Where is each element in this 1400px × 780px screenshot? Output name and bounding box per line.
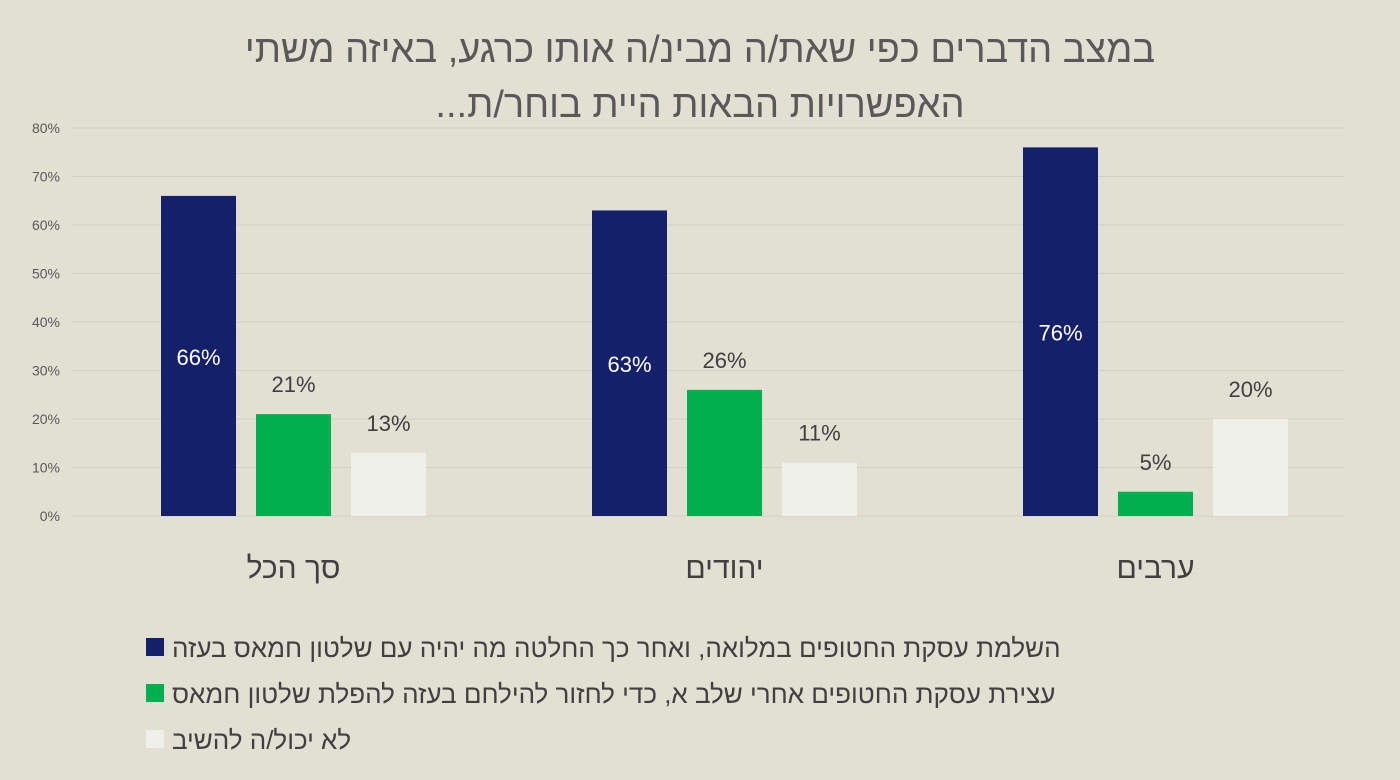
data-label: 5% [1140, 450, 1172, 475]
bar [782, 462, 857, 516]
data-label: 76% [1038, 321, 1082, 346]
bar [256, 414, 331, 516]
chart-title-line-2: האפשרויות הבאות היית בוחר/ת... [435, 84, 964, 126]
y-tick-label: 30% [32, 363, 60, 379]
chart-title-line-1: במצב הדברים כפי שאת/ה מבינ/ה אותו כרגע, … [245, 29, 1155, 71]
bar [1023, 147, 1098, 516]
bar [687, 389, 762, 516]
y-tick-label: 60% [32, 217, 60, 233]
legend-swatch [146, 684, 164, 702]
bar [592, 210, 667, 516]
y-tick-label: 70% [32, 169, 60, 185]
data-label: 63% [607, 352, 651, 377]
data-label: 13% [366, 411, 410, 436]
bar [1118, 491, 1193, 516]
category-label: סך הכל [247, 552, 341, 585]
category-label: יהודים [685, 552, 763, 585]
legend-label: השלמת עסקת החטופים במלואה, ואחר כך החלטה… [172, 633, 1061, 663]
y-tick-label: 10% [32, 460, 60, 476]
legend-swatch [146, 638, 164, 656]
y-tick-label: 0% [40, 508, 60, 524]
legend-item: השלמת עסקת החטופים במלואה, ואחר כך החלטה… [146, 633, 1061, 663]
y-tick-label: 50% [32, 266, 60, 282]
legend-swatch [146, 730, 164, 748]
category-label: ערבים [1116, 552, 1194, 585]
legend-item: לא יכול/ה להשיב [146, 725, 351, 755]
legend-label: עצירת עסקת החטופים אחרי שלב א, כדי לחזור… [172, 679, 1055, 709]
bar [161, 195, 236, 516]
y-tick-label: 80% [32, 120, 60, 136]
bar [1213, 419, 1288, 516]
data-label: 20% [1228, 377, 1272, 402]
data-label: 66% [176, 345, 220, 370]
data-label: 21% [271, 372, 315, 397]
y-tick-label: 20% [32, 411, 60, 427]
legend-item: עצירת עסקת החטופים אחרי שלב א, כדי לחזור… [146, 679, 1055, 709]
data-label: 26% [702, 348, 746, 373]
legend-label: לא יכול/ה להשיב [172, 725, 351, 755]
bar [351, 452, 426, 516]
data-label: 11% [798, 421, 840, 446]
y-tick-label: 40% [32, 314, 60, 330]
